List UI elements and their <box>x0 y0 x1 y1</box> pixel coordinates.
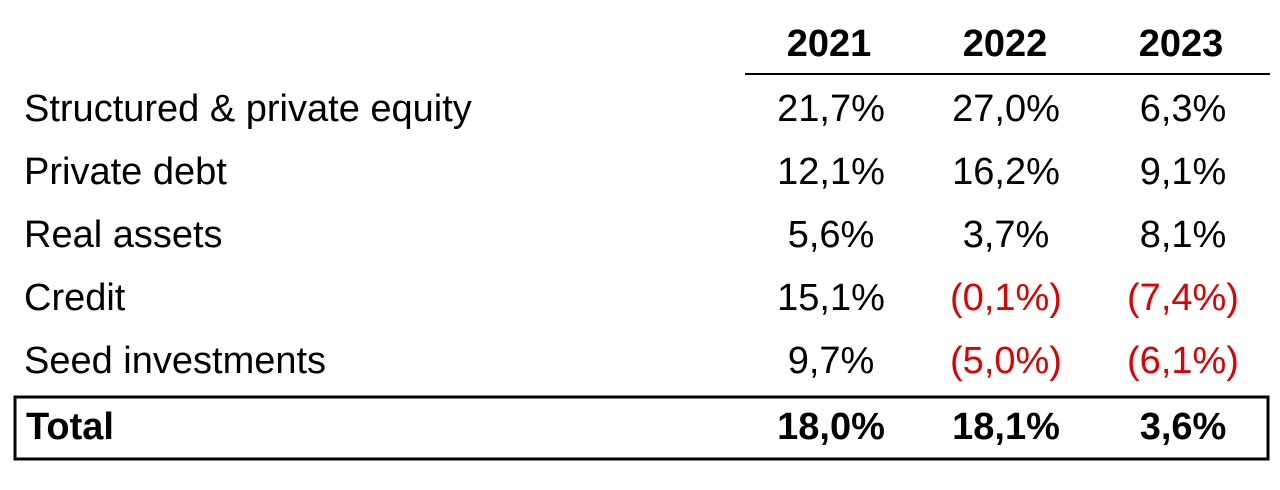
row-label: Real assets <box>24 214 223 256</box>
row-label: Private debt <box>24 151 227 193</box>
row-label: Structured & private equity <box>24 88 472 130</box>
total-label: Total <box>26 406 114 448</box>
cell: 16,2% <box>952 151 1060 193</box>
cell: (7,4%) <box>1127 277 1239 319</box>
cell: 27,0% <box>952 88 1060 130</box>
cell: 21,7% <box>777 88 885 130</box>
row-label: Seed investments <box>24 340 326 382</box>
total-box <box>13 395 1270 461</box>
cell: 12,1% <box>777 151 885 193</box>
row-label: Credit <box>24 277 126 319</box>
cell: 15,1% <box>777 277 885 319</box>
total-cell: 18,1% <box>952 406 1060 448</box>
column-header: 2021 <box>787 23 872 65</box>
total-cell: 18,0% <box>777 406 885 448</box>
cell: 3,7% <box>963 214 1050 256</box>
cell: 5,6% <box>788 214 875 256</box>
total-cell: 3,6% <box>1140 406 1227 448</box>
cell: 8,1% <box>1140 214 1227 256</box>
cell: (5,0%) <box>950 340 1062 382</box>
cell: (6,1%) <box>1127 340 1239 382</box>
cell: (0,1%) <box>950 277 1062 319</box>
column-header: 2023 <box>1139 23 1224 65</box>
cell: 9,7% <box>788 340 875 382</box>
cell: 9,1% <box>1140 151 1227 193</box>
column-header: 2022 <box>963 23 1048 65</box>
cell: 6,3% <box>1140 88 1227 130</box>
